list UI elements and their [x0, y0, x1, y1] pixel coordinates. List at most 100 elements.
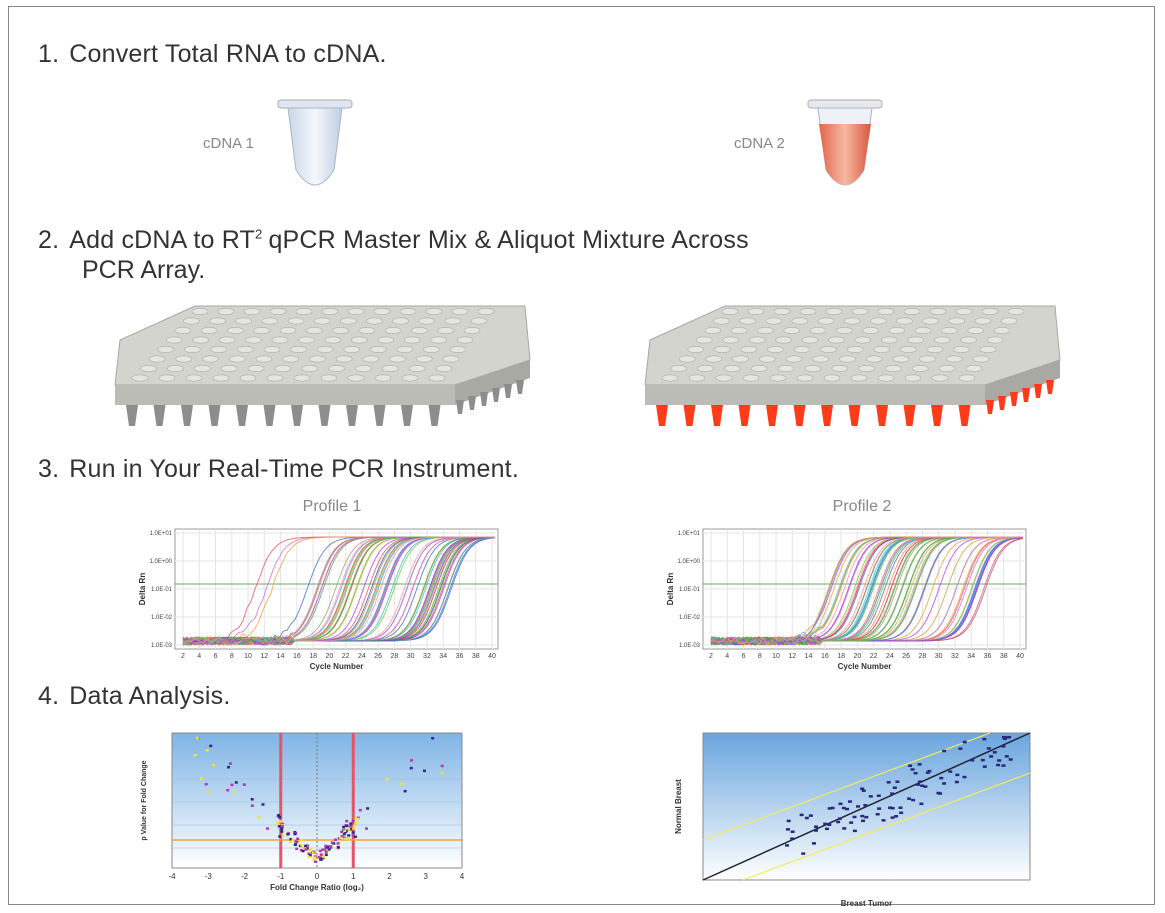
well	[378, 337, 394, 343]
well	[471, 318, 487, 324]
well	[896, 318, 912, 324]
well	[411, 327, 427, 333]
data-point	[229, 762, 232, 765]
x-tick-label: 14	[805, 653, 813, 660]
data-point	[345, 820, 348, 823]
data-point	[997, 759, 1001, 762]
x-axis-label: Cycle Number	[310, 662, 364, 671]
well	[132, 375, 148, 381]
well-tip	[821, 405, 833, 426]
y-axis-label: p Value for Fold Change	[141, 760, 148, 840]
data-point	[196, 737, 199, 740]
data-point	[899, 812, 903, 815]
well-tip	[456, 400, 464, 414]
well	[283, 356, 299, 362]
data-point	[352, 820, 355, 823]
x-tick-label: 1	[351, 872, 356, 881]
x-tick-label: 12	[788, 653, 796, 660]
data-point	[278, 835, 281, 838]
data-point	[970, 759, 974, 762]
x-tick-label: 3	[424, 872, 429, 881]
well-tip	[480, 392, 488, 406]
well	[141, 365, 157, 371]
x-tick-label: 28	[391, 653, 399, 660]
well	[294, 375, 310, 381]
data-point	[230, 784, 233, 787]
data-point	[280, 828, 283, 831]
data-point	[261, 803, 264, 806]
x-tick-label: 16	[293, 653, 301, 660]
data-point	[1001, 745, 1005, 748]
well	[749, 337, 765, 343]
x-tick-label: -1	[277, 872, 285, 881]
well	[213, 375, 229, 381]
well	[186, 375, 202, 381]
data-point	[914, 772, 918, 775]
data-point	[894, 815, 898, 818]
plate-side	[645, 385, 985, 405]
well	[416, 356, 432, 362]
well	[832, 365, 848, 371]
data-point	[877, 795, 881, 798]
well	[939, 365, 955, 371]
data-point	[918, 780, 922, 783]
x-axis-label: Breast Tumor	[841, 899, 892, 908]
data-point	[334, 838, 337, 841]
tube-liquid	[819, 124, 871, 185]
well-tip	[794, 405, 806, 426]
tube	[808, 100, 882, 185]
well-tip	[998, 396, 1006, 410]
well	[452, 308, 468, 314]
well	[941, 327, 957, 333]
well	[885, 365, 901, 371]
well	[724, 365, 740, 371]
well	[344, 346, 360, 352]
data-point	[282, 834, 285, 837]
well	[329, 365, 345, 371]
well-tip	[711, 405, 723, 426]
data-point	[342, 826, 345, 829]
data-point	[331, 841, 334, 844]
data-point	[345, 825, 348, 828]
x-tick-label: -3	[205, 872, 213, 881]
well	[959, 375, 975, 381]
data-point	[352, 834, 355, 837]
well-tip	[126, 405, 138, 426]
data-point	[226, 789, 229, 792]
tube	[278, 100, 352, 185]
x-axis-label: Cycle Number	[838, 662, 892, 671]
data-point	[337, 840, 340, 843]
data-point	[987, 747, 991, 750]
data-point	[308, 856, 311, 859]
well	[149, 356, 165, 362]
data-point	[1009, 758, 1013, 761]
data-point	[281, 825, 284, 828]
data-point	[825, 828, 829, 831]
well	[766, 318, 782, 324]
well	[792, 318, 808, 324]
x-tick-label: 34	[967, 653, 975, 660]
data-point	[324, 845, 327, 848]
data-point	[926, 771, 930, 774]
well	[317, 346, 333, 352]
well	[930, 308, 946, 314]
data-point	[962, 776, 966, 779]
tube-cap	[278, 100, 352, 108]
well	[980, 346, 996, 352]
well	[336, 356, 352, 362]
well	[244, 308, 260, 314]
data-point	[982, 738, 986, 741]
well	[915, 327, 931, 333]
well	[375, 375, 391, 381]
data-point	[353, 825, 356, 828]
well	[733, 356, 749, 362]
data-point	[809, 814, 813, 817]
well	[770, 375, 786, 381]
x-tick-label: 18	[837, 653, 845, 660]
data-point	[860, 815, 864, 818]
well	[662, 375, 678, 381]
well	[878, 308, 894, 314]
data-point	[325, 854, 328, 857]
tube-cap	[808, 100, 882, 108]
data-point	[292, 838, 295, 841]
